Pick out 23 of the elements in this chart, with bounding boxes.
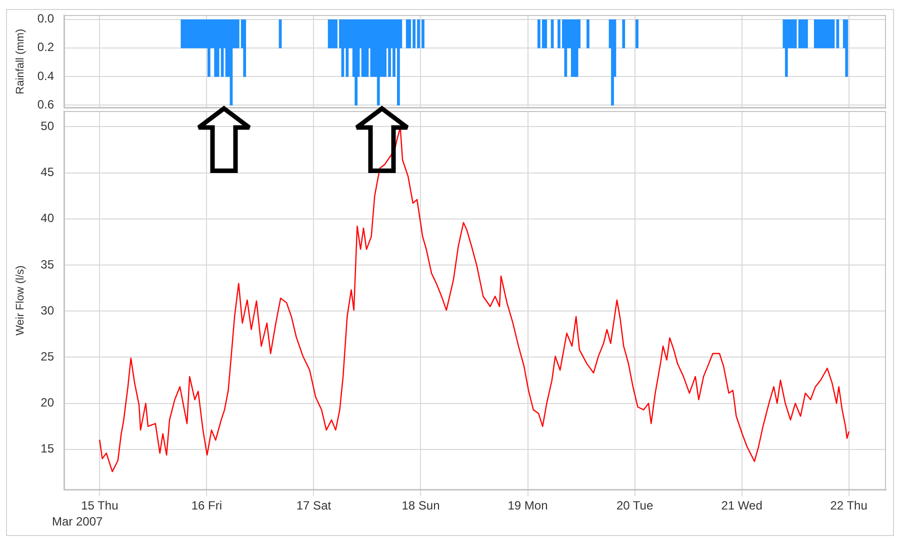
y-tick-label: 0.6	[37, 97, 54, 112]
y-tick-label: 30	[40, 303, 54, 318]
x-tick-label: 21 Wed	[721, 498, 762, 513]
text: Mar 2007	[52, 514, 104, 528]
y-tick-label: 45	[40, 165, 54, 180]
y-axis-title: Rainfall (mm)	[14, 28, 27, 94]
y-tick-label: 0.4	[37, 68, 54, 83]
y-tick-label: 0.0	[37, 12, 54, 26]
y-tick-label: 25	[40, 350, 54, 364]
y-tick-label: 15	[40, 442, 54, 456]
x-tick-label: 16 Fri	[191, 498, 222, 513]
x-tick-label: 15 Thu	[81, 498, 118, 513]
y-tick-label: 35	[40, 257, 54, 272]
y-tick-label: 40	[40, 211, 54, 226]
x-tick-label: 18 Sun	[402, 498, 440, 513]
x-tick-label: 19 Mon	[508, 498, 548, 513]
x-tick-label: 20 Tue	[616, 498, 654, 513]
y-tick-label: 0.2	[37, 40, 54, 54]
x-tick-label: 22 Thu	[830, 498, 868, 513]
y-tick-label: 20	[40, 396, 54, 410]
y-tick-label: 50	[40, 118, 54, 133]
x-tick-label: 17 Sat	[296, 498, 332, 513]
y-axis-title: Weir Flow (l/s)	[14, 265, 27, 336]
